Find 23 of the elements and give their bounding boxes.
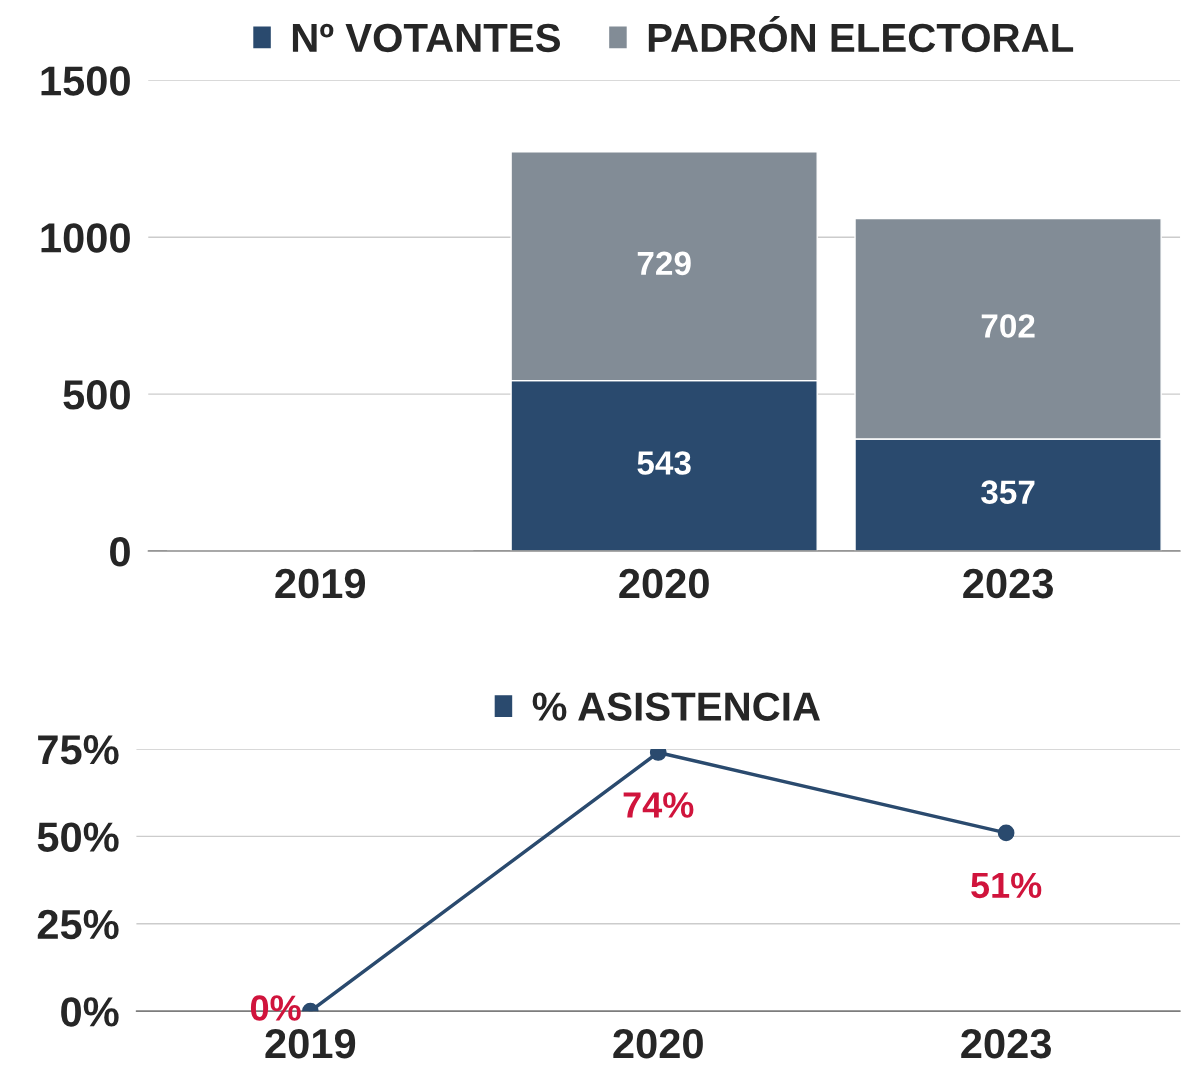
y-tick-label: 500 <box>63 380 130 410</box>
y-tick-label: 0% <box>61 997 119 1027</box>
x-tick-label: 2019 <box>265 1028 356 1059</box>
x-tick-label: 2020 <box>619 568 709 599</box>
data-label: 357 <box>981 480 1035 505</box>
y-tick-label: 75% <box>38 735 119 765</box>
y-tick-label: 25% <box>37 909 119 940</box>
data-label: 729 <box>637 251 691 276</box>
legend-label: Nº VOTANTES <box>292 23 560 53</box>
legend-label: PADRÓN ELECTORAL <box>648 16 1074 53</box>
x-tick-label: 2019 <box>275 568 366 599</box>
data-label: 702 <box>981 314 1035 338</box>
y-tick-label: 1000 <box>41 223 130 253</box>
data-label: 74% <box>623 792 694 818</box>
x-tick-label: 2023 <box>961 1028 1051 1059</box>
data-label: 543 <box>637 451 691 475</box>
x-tick-label: 2023 <box>963 568 1053 599</box>
data-label: 51% <box>971 872 1042 899</box>
x-tick-label: 2020 <box>613 1028 703 1059</box>
y-tick-label: 50% <box>37 822 119 852</box>
y-tick-label: 1500 <box>41 66 130 96</box>
y-tick-label: 0 <box>110 537 130 567</box>
legend-label: % ASISTENCIA <box>532 692 820 721</box>
